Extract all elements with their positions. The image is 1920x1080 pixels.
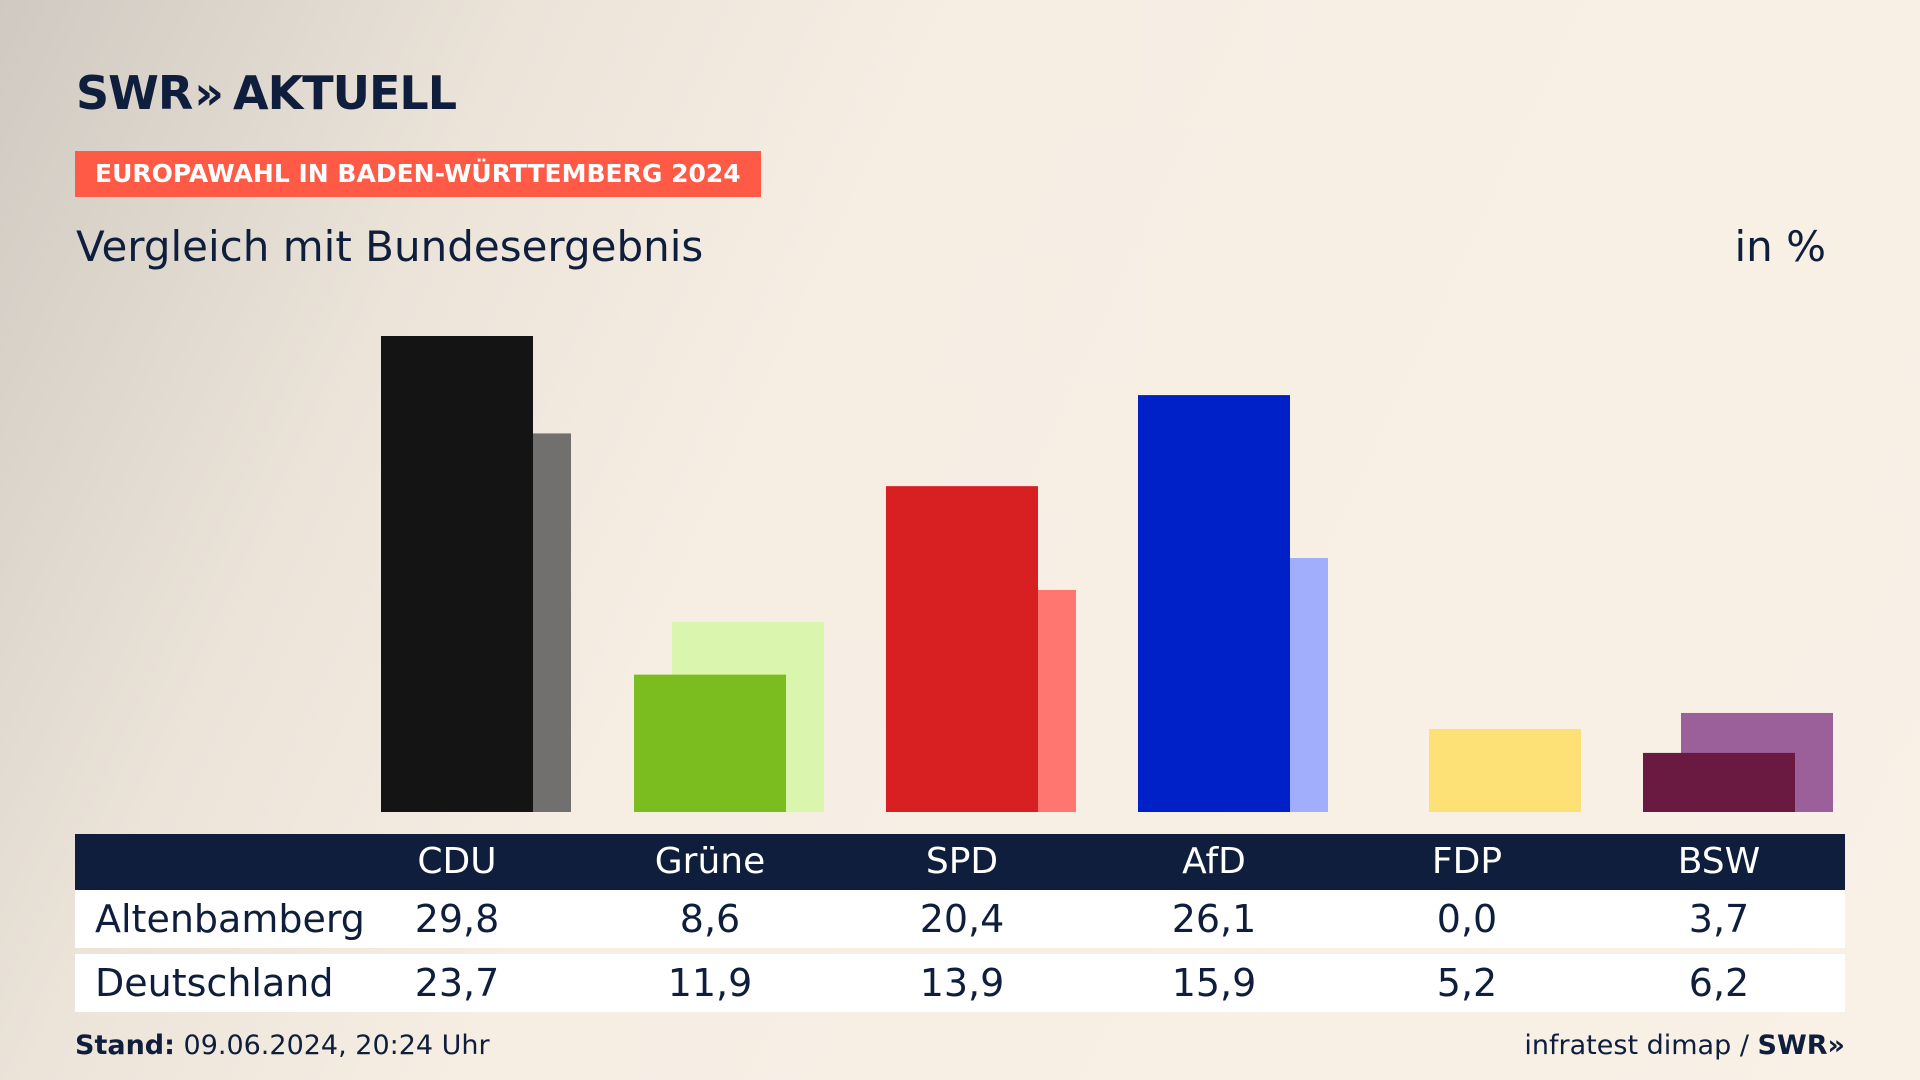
- table-cell: 6,2: [1688, 961, 1750, 1005]
- table-row: Altenbamberg 29,8 8,6 20,4 26,1 0,0 3,7: [75, 890, 1845, 948]
- table-header-cell: Grüne: [654, 841, 766, 882]
- table-cell: 0,0: [1436, 897, 1498, 941]
- unit-label: in %: [1734, 222, 1826, 271]
- table-header-cell: FDP: [1431, 841, 1503, 882]
- bar-altenbamberg-bsw: [1643, 752, 1795, 812]
- table-row: Deutschland 23,7 11,9 13,9 15,9 5,2 6,2: [75, 954, 1845, 1012]
- row-label: Altenbamberg: [95, 897, 365, 941]
- swr-aktuell-logo: SWR» AKTUELL: [76, 66, 457, 120]
- table-header-cell: CDU: [417, 841, 497, 882]
- logo-chevrons: »: [194, 66, 224, 120]
- bar-deutschland-fdp: [1429, 728, 1581, 812]
- stand-value: 09.06.2024, 20:24 Uhr: [183, 1030, 490, 1061]
- election-badge: EUROPAWAHL IN BADEN-WÜRTTEMBERG 2024: [75, 151, 761, 197]
- footer-stand: Stand: 09.06.2024, 20:24 Uhr: [75, 1030, 490, 1061]
- table-header-cell: AfD: [1182, 841, 1246, 882]
- bar-altenbamberg-cdu: [381, 336, 533, 812]
- bar-altenbamberg-afd: [1138, 395, 1290, 812]
- table-cell: 23,7: [414, 961, 500, 1005]
- table-header-cell: SPD: [925, 841, 999, 882]
- table-cell: 29,8: [414, 897, 500, 941]
- table-cell: 13,9: [919, 961, 1005, 1005]
- source-text: infratest dimap /: [1524, 1030, 1749, 1061]
- table-cell: 8,6: [679, 897, 741, 941]
- bar-altenbamberg-grüne: [634, 674, 786, 812]
- table-cell: 26,1: [1171, 897, 1257, 941]
- chart-subtitle: Vergleich mit Bundesergebnis: [76, 222, 704, 271]
- table-cell: 15,9: [1171, 961, 1257, 1005]
- results-table: CDU Grüne SPD AfD FDP BSW Altenbamberg 29,8 8,6…: [75, 834, 1845, 1012]
- logo-aktuell: AKTUELL: [233, 66, 457, 120]
- swr-small-logo: SWR»: [1757, 1030, 1845, 1061]
- table-cell: 3,7: [1688, 897, 1750, 941]
- table-header-cell: BSW: [1677, 841, 1761, 882]
- table-body: Altenbamberg 29,8 8,6 20,4 26,1 0,0 3,7 Deutsch…: [75, 890, 1845, 1012]
- row-label: Deutschland: [95, 961, 334, 1005]
- logo-swr: SWR: [76, 66, 193, 120]
- footer-source: infratest dimap / SWR»: [1524, 1030, 1845, 1061]
- table-cell: 20,4: [919, 897, 1005, 941]
- table-cell: 11,9: [667, 961, 753, 1005]
- bar-altenbamberg-spd: [886, 486, 1038, 812]
- table-header-row: CDU Grüne SPD AfD FDP BSW: [75, 834, 1845, 890]
- stand-label: Stand:: [75, 1030, 175, 1061]
- table-cell: 5,2: [1436, 961, 1498, 1005]
